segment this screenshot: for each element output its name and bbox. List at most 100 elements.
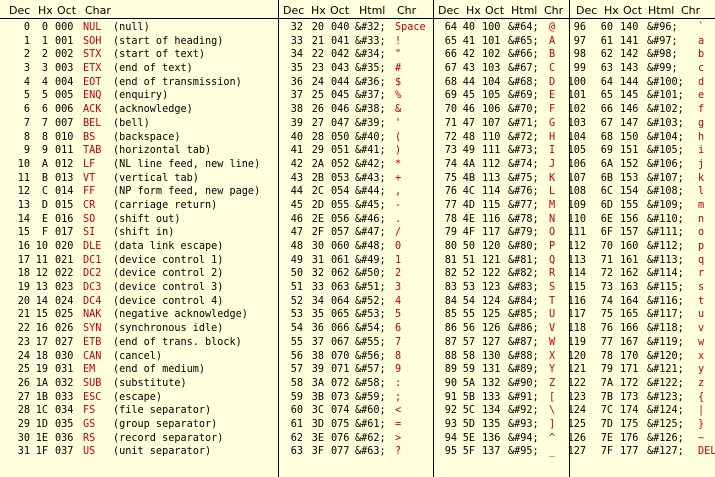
char-cell: p xyxy=(698,241,705,252)
header-oct-4: Oct xyxy=(623,4,643,17)
hex-cell: 7 xyxy=(41,117,48,129)
hex-cell: 49 xyxy=(462,145,475,157)
oct-cell: 033 xyxy=(55,391,74,403)
html-entity-cell: &#105; xyxy=(647,145,684,157)
dec-cell: 44 xyxy=(290,186,303,198)
char-cell: A xyxy=(549,35,556,47)
hex-cell: 4E xyxy=(462,213,475,225)
dec-cell: 71 xyxy=(444,117,457,129)
char-cell: 9 xyxy=(395,364,402,376)
control-abbr: ETB xyxy=(83,336,102,348)
char-cell: ? xyxy=(395,446,402,458)
dec-cell: 48 xyxy=(290,241,303,252)
oct-cell: 076 xyxy=(331,432,350,444)
oct-cell: 110 xyxy=(482,131,501,143)
header-html-4: Html xyxy=(648,4,675,17)
html-entity-cell: &#81; xyxy=(508,254,539,266)
oct-cell: 031 xyxy=(55,364,74,376)
oct-cell: 040 xyxy=(331,22,350,33)
html-entity-cell: &#91; xyxy=(508,391,539,403)
oct-cell: 156 xyxy=(620,213,639,225)
char-cell: z xyxy=(698,377,705,389)
html-entity-cell: &#76; xyxy=(508,186,539,198)
header-hx-3: Hx xyxy=(466,4,481,17)
html-entity-cell: &#115; xyxy=(647,282,684,294)
hex-cell: 47 xyxy=(462,117,475,129)
oct-cell: 035 xyxy=(55,418,74,430)
hex-cell: 40 xyxy=(462,22,475,33)
control-desc: (start of text) xyxy=(113,49,206,61)
table-row: 18 12 022 DC2 (device control 2) 50 32 062 &#50;… xyxy=(0,267,715,281)
hex-cell: 74 xyxy=(600,295,613,307)
html-entity-cell: &#101; xyxy=(647,90,684,102)
html-entity-cell: &#80; xyxy=(508,241,539,252)
hex-cell: 70 xyxy=(600,241,613,252)
oct-cell: 073 xyxy=(331,391,350,403)
oct-cell: 101 xyxy=(482,35,501,47)
control-desc: (horizontal tab) xyxy=(113,145,212,157)
hex-cell: 64 xyxy=(600,76,613,88)
char-cell: L xyxy=(549,186,556,198)
hex-cell: 1F xyxy=(35,446,48,458)
hex-cell: 2F xyxy=(311,227,324,239)
dec-cell: 2 xyxy=(23,49,30,61)
html-entity-cell: &#104; xyxy=(647,131,684,143)
dec-cell: 97 xyxy=(573,35,586,47)
char-cell: u xyxy=(698,309,705,321)
hex-cell: 36 xyxy=(311,323,324,335)
oct-cell: 141 xyxy=(620,35,639,47)
dec-cell: 38 xyxy=(290,104,303,116)
char-cell: * xyxy=(395,158,402,170)
html-entity-cell: &#124; xyxy=(647,405,684,417)
control-abbr: ACK xyxy=(83,104,102,116)
html-entity-cell: &#39; xyxy=(355,117,386,129)
control-desc: (bell) xyxy=(113,117,150,129)
dec-cell: 75 xyxy=(444,172,457,184)
oct-cell: 111 xyxy=(482,145,501,157)
hex-cell: 77 xyxy=(600,336,613,348)
dec-cell: 114 xyxy=(567,268,586,280)
control-abbr: DLE xyxy=(83,241,102,252)
html-entity-cell: &#44; xyxy=(355,186,386,198)
control-abbr: US xyxy=(83,446,96,458)
hex-cell: 62 xyxy=(600,49,613,61)
html-entity-cell: &#77; xyxy=(508,199,539,211)
table-row: 6 6 006 ACK (acknowledge) 38 26 046 &#38; & 70 46 10… xyxy=(0,103,715,117)
char-cell: G xyxy=(549,117,556,129)
hex-cell: B xyxy=(41,172,48,184)
char-cell: 7 xyxy=(395,336,402,348)
dec-cell: 80 xyxy=(444,241,457,252)
oct-cell: 172 xyxy=(620,377,639,389)
dec-cell: 124 xyxy=(567,405,586,417)
char-cell: . xyxy=(395,213,402,225)
dec-cell: 9 xyxy=(23,145,30,157)
dec-cell: 7 xyxy=(23,117,30,129)
dec-cell: 49 xyxy=(290,254,303,266)
control-abbr: FS xyxy=(83,405,96,417)
hex-cell: 1E xyxy=(35,432,48,444)
oct-cell: 017 xyxy=(55,227,74,239)
header-chr-4: Chr xyxy=(681,4,701,17)
char-cell: B xyxy=(549,49,556,61)
hex-cell: 51 xyxy=(462,254,475,266)
html-entity-cell: &#99; xyxy=(647,63,678,75)
oct-cell: 121 xyxy=(482,254,501,266)
html-entity-cell: &#90; xyxy=(508,377,539,389)
oct-cell: 105 xyxy=(482,90,501,102)
control-desc: (device control 3) xyxy=(113,282,224,294)
oct-cell: 137 xyxy=(482,446,501,458)
control-abbr: NUL xyxy=(83,22,102,33)
dec-cell: 78 xyxy=(444,213,457,225)
control-abbr: EOT xyxy=(83,76,102,88)
hex-cell: 72 xyxy=(600,268,613,280)
html-entity-cell: &#37; xyxy=(355,90,386,102)
html-entity-cell: &#52; xyxy=(355,295,386,307)
char-cell: 6 xyxy=(395,323,402,335)
oct-cell: 114 xyxy=(482,186,501,198)
hex-cell: 69 xyxy=(600,145,613,157)
hex-cell: 66 xyxy=(600,104,613,116)
oct-cell: 174 xyxy=(620,405,639,417)
hex-cell: 14 xyxy=(35,295,48,307)
dec-cell: 50 xyxy=(290,268,303,280)
control-desc: (group separator) xyxy=(113,418,218,430)
